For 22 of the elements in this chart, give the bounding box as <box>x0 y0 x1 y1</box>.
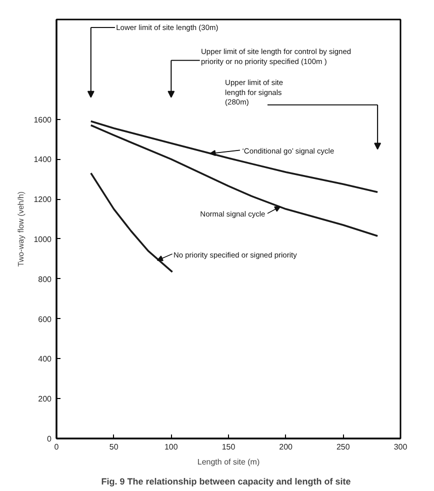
x-tick-label: 100 <box>164 442 178 452</box>
y-tick-label: 800 <box>38 274 52 284</box>
y-tick-label: 1000 <box>34 234 52 244</box>
x-tick-label: 150 <box>222 442 236 452</box>
x-tick-label: 200 <box>279 442 294 452</box>
x-tick-label: 300 <box>394 442 408 452</box>
y-tick-label: 600 <box>38 314 52 324</box>
x-tick-label: 250 <box>336 442 350 452</box>
x-tick-label: 0 <box>54 442 60 452</box>
line-series <box>90 172 174 273</box>
y-tick-label: 1200 <box>34 195 52 204</box>
y-tick-label: 1600 <box>34 115 52 124</box>
text: Fig. 9 The relationship between capacity and length of site <box>101 476 351 486</box>
y-tick-label: 1400 <box>34 155 52 164</box>
y-axis-title: Two-way flow (veh/h) <box>16 191 26 267</box>
y-tick-label: 0 <box>47 434 52 444</box>
line-series <box>90 124 378 237</box>
y-tick-label: 400 <box>38 354 52 364</box>
line-series <box>90 120 378 193</box>
y-tick-label: 200 <box>38 394 52 404</box>
x-tick-label: 50 <box>109 442 119 452</box>
x-axis-title: Length of site (m) <box>197 458 260 466</box>
